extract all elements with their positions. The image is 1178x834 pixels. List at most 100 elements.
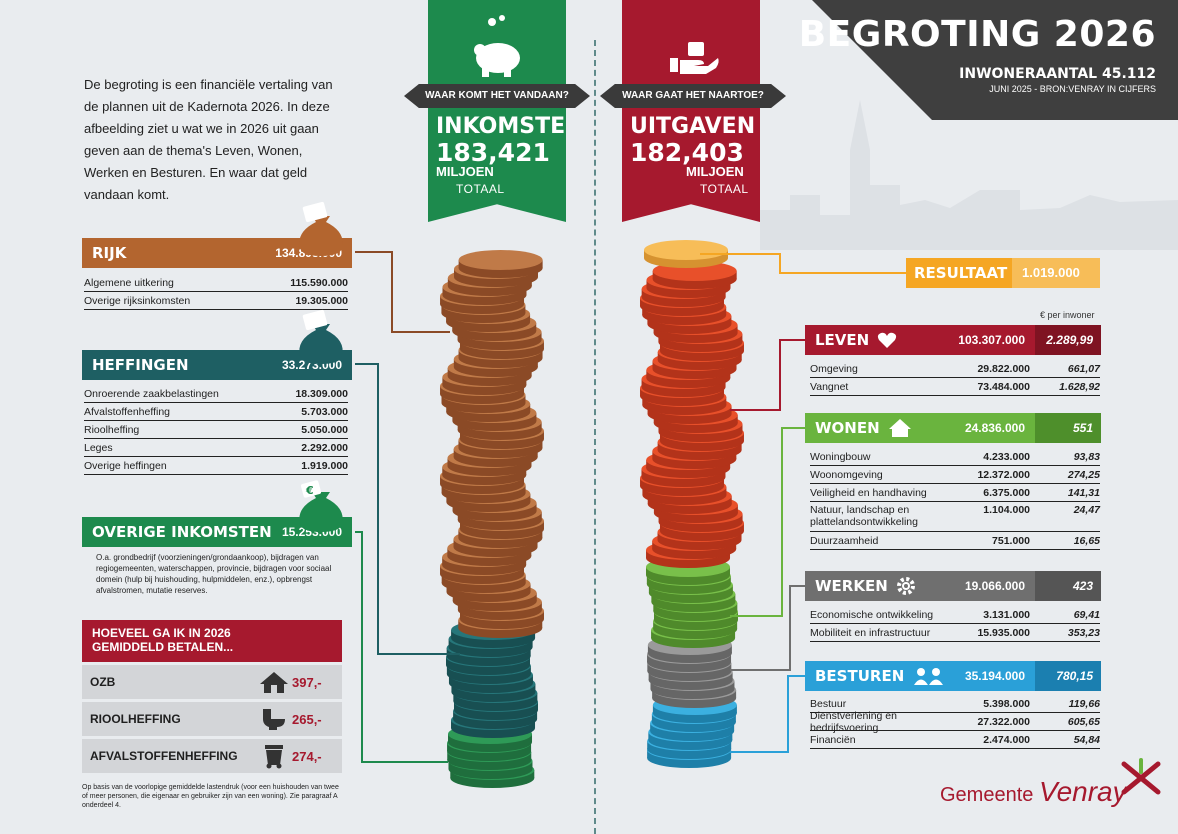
venray-cross-icon — [1121, 758, 1161, 795]
house-icon — [888, 419, 911, 437]
svg-text:€: € — [305, 484, 314, 497]
category-wonen-per: 551 — [1035, 413, 1101, 443]
payment-value: 397,- — [292, 674, 322, 690]
expenses-banner: UITGAVEN 182,403 MILJOEN TOTAAL — [622, 0, 760, 222]
resultaat-value: 1.019.000 — [1012, 258, 1100, 288]
income-label: INKOMSTEN — [436, 114, 584, 139]
row-per: 54,84 — [1073, 733, 1100, 746]
row-per: 1.628,92 — [1059, 380, 1100, 393]
row-per: 353,23 — [1067, 626, 1100, 639]
row-value: 115.590.000 — [290, 276, 348, 289]
wonen-rows: Woningbouw 4.233.000 93,83 Woonomgeving 12.… — [810, 448, 1100, 550]
row-value: 3.131.000 — [983, 608, 1030, 621]
coin — [644, 240, 728, 268]
overige-description: O.a. grondbedrijf (voorzieningen/grondaa… — [96, 553, 332, 595]
expenses-question: WAAR GAAT HET NAARTOE? — [600, 84, 786, 108]
logo-small-text: Gemeente — [940, 784, 1034, 806]
row-label: Mobiliteit en infrastructuur — [810, 626, 931, 639]
category-wonen: WONEN 24.836.000 551 — [805, 413, 1101, 443]
category-wonen-name: WONEN — [815, 419, 880, 437]
row-value: 6.375.000 — [983, 486, 1030, 499]
category-resultaat: RESULTAAT 1.019.000 — [906, 258, 1100, 288]
category-leven-per: 2.289,99 — [1035, 325, 1101, 355]
payment-panel: HOEVEEL GA IK IN 2026 GEMIDDELD BETALEN.… — [82, 620, 342, 810]
skyline-icon — [760, 100, 1178, 250]
payment-header: HOEVEEL GA IK IN 2026 GEMIDDELD BETALEN.… — [82, 620, 342, 662]
table-row: Bestuur 5.398.000 119,66 — [810, 695, 1100, 713]
table-row: Afvalstoffenheffing 5.703.000 — [84, 403, 348, 421]
payment-label: AFVALSTOFFENHEFFING — [90, 749, 238, 763]
row-value: 73.484.000 — [977, 380, 1030, 393]
category-rijk-name: RIJK — [92, 244, 127, 262]
category-heffingen: HEFFINGEN 33.273.000 — [82, 350, 352, 380]
row-value: 4.233.000 — [983, 450, 1030, 463]
people-icon — [914, 668, 944, 685]
category-wonen-label: WONEN — [805, 418, 912, 438]
payment-row: RIOOLHEFFING 265,- — [82, 702, 342, 736]
heart-icon — [878, 332, 897, 348]
category-wonen-value: 24.836.000 — [964, 421, 1025, 435]
row-label: Onroerende zaakbelastingen — [84, 387, 219, 400]
row-per: 141,31 — [1067, 486, 1100, 499]
payment-title-2: GEMIDDELD BETALEN... — [92, 640, 234, 654]
category-leven-value: 103.307.000 — [958, 333, 1025, 347]
money-bag-heffingen-icon — [299, 309, 343, 364]
row-label: Omgeving — [810, 362, 858, 375]
expenses-unit: MILJOEN — [686, 164, 744, 179]
row-per: 119,66 — [1068, 697, 1100, 710]
table-row: Veiligheid en handhaving 6.375.000 141,31 — [810, 484, 1100, 502]
category-leven-label: LEVEN — [805, 331, 897, 349]
row-value: 15.935.000 — [977, 626, 1030, 639]
header-band — [742, 0, 1178, 120]
row-label: Bestuur — [810, 697, 847, 710]
rijk-rows: Algemene uitkering 115.590.000 Overige ri… — [84, 274, 348, 310]
table-row: Overige heffingen 1.919.000 — [84, 457, 348, 475]
payment-label: RIOOLHEFFING — [90, 712, 181, 726]
category-overige-name: OVERIGE INKOMSTEN — [92, 523, 272, 541]
table-row: Onroerende zaakbelastingen 18.309.000 — [84, 385, 348, 403]
row-value: 5.398.000 — [983, 697, 1030, 710]
row-label: Woningbouw — [810, 450, 871, 463]
hand-icon — [670, 42, 719, 74]
row-value: 5.050.000 — [301, 423, 348, 436]
row-value: 18.309.000 — [295, 387, 348, 400]
category-besturen: BESTUREN 35.194.000 780,15 — [805, 661, 1101, 691]
row-value: 751.000 — [992, 534, 1030, 547]
source-note: JUNI 2025 - BRON:VENRAY IN CIJFERS — [989, 84, 1156, 94]
table-row: Dienstverlening en bedrijfsvoering 27.322… — [810, 709, 1100, 734]
income-question: WAAR KOMT HET VANDAAN? — [404, 84, 590, 108]
house-icon — [256, 670, 292, 694]
table-row: Natuur, landschap en plattelandsontwikke… — [810, 502, 1100, 532]
besturen-rows: Bestuur 5.398.000 119,66 Dienstverlening e… — [810, 695, 1100, 749]
category-leven-name: LEVEN — [815, 331, 870, 349]
row-label: Dienstverlening en bedrijfsvoering — [810, 709, 897, 734]
category-besturen-per: 780,15 — [1035, 661, 1101, 691]
payment-row: OZB 397,- — [82, 665, 342, 699]
money-bag-rijk-icon — [299, 201, 343, 256]
table-row: Financiën 2.474.000 54,84 — [810, 731, 1100, 749]
row-value: 29.822.000 — [977, 362, 1030, 375]
piggy-bank-icon — [474, 15, 520, 77]
row-value: 2.292.000 — [301, 441, 348, 454]
row-per: 274,25 — [1067, 468, 1100, 481]
row-label: Algemene uitkering — [84, 276, 174, 289]
table-row: Duurzaamheid 751.000 16,65 — [810, 532, 1100, 550]
category-heffingen-name: HEFFINGEN — [92, 356, 189, 374]
income-total: 183,421 — [436, 138, 550, 167]
payment-value: 274,- — [292, 748, 322, 764]
row-per: 24,47 — [1073, 504, 1100, 516]
table-row: Woningbouw 4.233.000 93,83 — [810, 448, 1100, 466]
table-row: Rioolheffing 5.050.000 — [84, 421, 348, 439]
expenses-total: 182,403 — [630, 138, 744, 167]
table-row: Woonomgeving 12.372.000 274,25 — [810, 466, 1100, 484]
income-banner: INKOMSTEN 183,421 MILJOEN TOTAAL — [428, 0, 566, 222]
page-title: BEGROTING 2026 — [798, 14, 1156, 55]
payment-row: AFVALSTOFFENHEFFING 274,- — [82, 739, 342, 773]
row-value: 1.919.000 — [301, 459, 348, 472]
table-row: Algemene uitkering 115.590.000 — [84, 274, 348, 292]
row-label: Rioolheffing — [84, 423, 140, 436]
category-werken-name: WERKEN — [815, 577, 888, 595]
payment-value: 265,- — [292, 711, 322, 727]
payment-label: OZB — [90, 675, 116, 689]
row-label: Afvalstoffenheffing — [84, 405, 171, 418]
